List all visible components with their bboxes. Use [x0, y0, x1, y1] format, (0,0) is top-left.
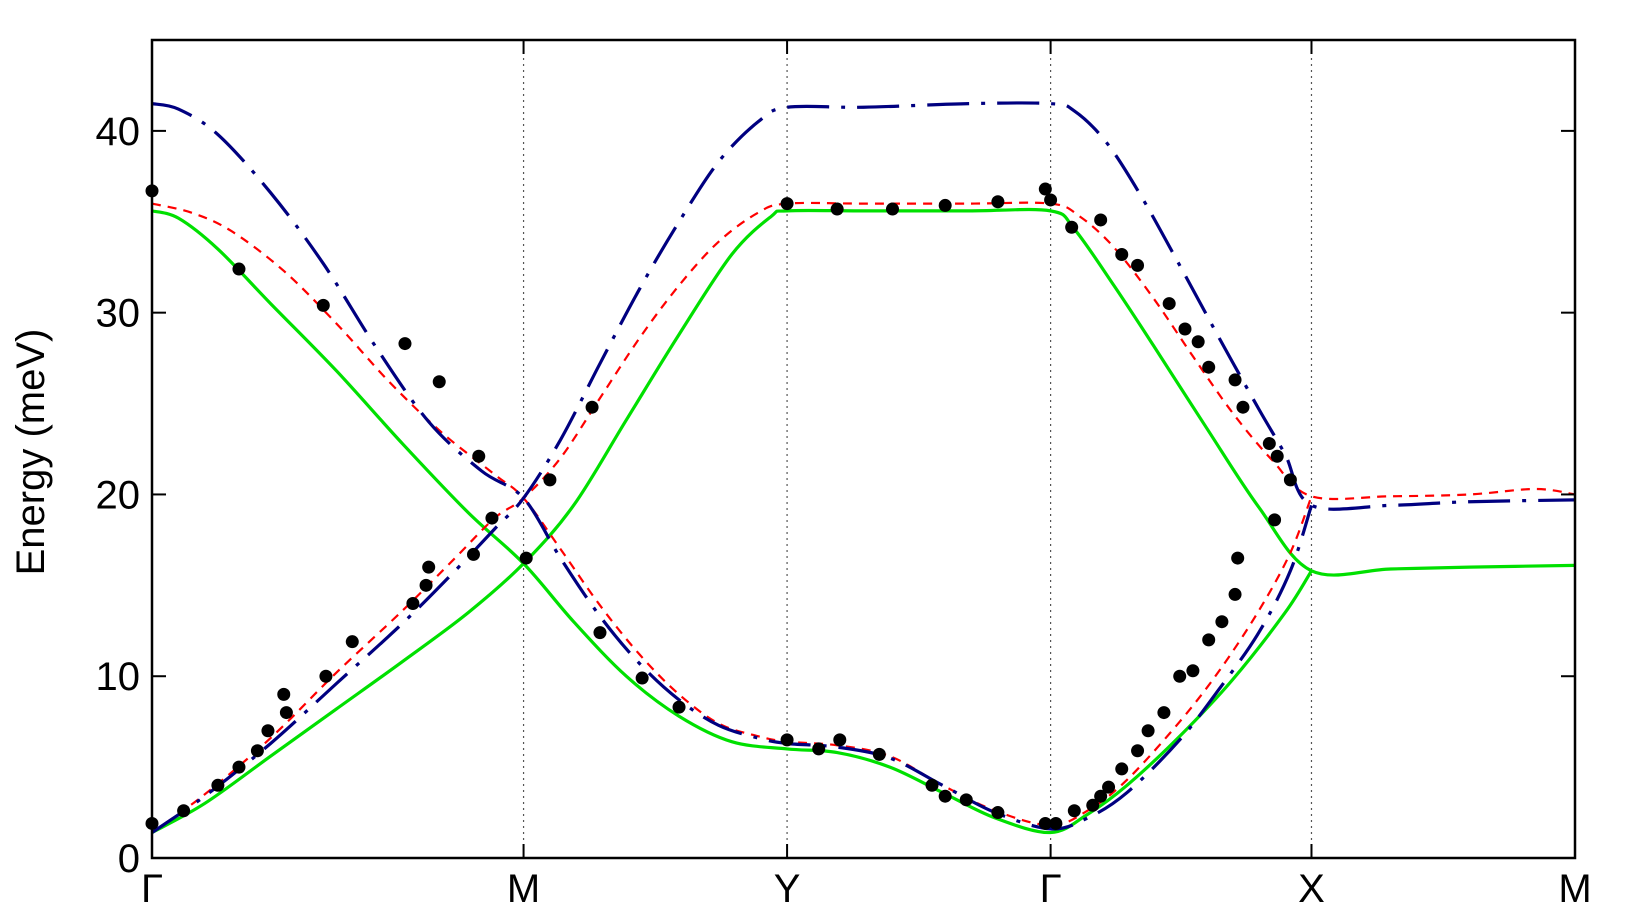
data-point: [1067, 804, 1081, 818]
series-line-dashed-3: [151, 202, 1313, 827]
y-tick-labels: 0 10 20 30 40: [96, 110, 141, 881]
series-line-dashdot-4: [151, 101, 1576, 834]
data-point: [232, 760, 246, 774]
x-tick-label-0: Γ: [141, 867, 163, 911]
data-point: [585, 400, 599, 414]
grid-lines: [522, 40, 1313, 858]
data-point: [277, 687, 291, 701]
data-point: [1202, 633, 1216, 647]
data-point: [1236, 400, 1250, 414]
data-point: [485, 511, 499, 525]
y-tick-label: 20: [96, 473, 141, 517]
data-point: [1038, 816, 1052, 830]
data-point: [406, 597, 420, 611]
data-point: [1102, 780, 1116, 794]
data-point: [1186, 664, 1200, 678]
data-point: [1094, 213, 1108, 227]
data-point: [1268, 513, 1282, 527]
series-line-dashdot-5: [151, 102, 1314, 831]
data-point: [1262, 437, 1276, 451]
data-point: [1173, 669, 1187, 683]
data-point: [1044, 193, 1058, 207]
data-point: [1038, 182, 1052, 196]
data-point: [1228, 587, 1242, 601]
data-point: [1049, 816, 1063, 830]
data-point: [211, 778, 225, 792]
data-point: [1086, 798, 1100, 812]
data-point: [991, 806, 1005, 820]
data-point: [1115, 247, 1129, 261]
data-point: [1202, 360, 1216, 374]
data-point: [780, 197, 794, 211]
data-point: [177, 804, 191, 818]
x-tick-label-4: X: [1298, 867, 1325, 911]
data-point: [1115, 762, 1129, 776]
data-point: [872, 747, 886, 761]
data-point: [938, 789, 952, 803]
data-points: [145, 182, 1297, 830]
data-point: [519, 551, 533, 565]
data-point: [672, 700, 686, 714]
data-point: [635, 671, 649, 685]
data-point: [250, 744, 264, 758]
data-point: [1178, 322, 1192, 336]
axis-ticks: [151, 40, 1576, 859]
data-point: [543, 473, 557, 487]
series-line-dashed-2: [151, 201, 1576, 834]
data-point: [885, 202, 899, 216]
y-tick-label: 40: [96, 110, 141, 154]
data-point: [812, 742, 826, 756]
data-point: [1228, 373, 1242, 387]
data-point: [279, 706, 293, 720]
y-axis-title: Energy (meV): [9, 329, 53, 576]
data-point: [1141, 724, 1155, 738]
data-point: [316, 298, 330, 312]
data-point: [1283, 473, 1297, 487]
data-point: [1270, 449, 1284, 463]
data-point: [1231, 551, 1245, 565]
data-point: [830, 202, 844, 216]
series-line-solid-1: [151, 209, 1313, 835]
data-point: [1157, 706, 1171, 720]
data-point: [422, 560, 436, 574]
y-tick-label: 10: [96, 655, 141, 699]
data-point: [398, 337, 412, 351]
data-point: [1131, 258, 1145, 272]
data-point: [419, 578, 433, 592]
data-point: [432, 375, 446, 389]
x-tick-label-2: Y: [774, 867, 801, 911]
data-point: [833, 733, 847, 747]
y-tick-label: 30: [96, 292, 141, 336]
x-tick-label-5: M: [1558, 867, 1591, 911]
data-point: [938, 198, 952, 212]
data-point: [1131, 744, 1145, 758]
data-point: [345, 635, 359, 649]
data-point: [1162, 297, 1176, 311]
data-point: [472, 449, 486, 463]
data-point: [261, 724, 275, 738]
data-point: [319, 669, 333, 683]
dispersion-curves: [151, 101, 1576, 835]
plot-frame: [150, 38, 1577, 860]
data-point: [991, 195, 1005, 209]
data-point: [232, 262, 246, 276]
data-point: [1191, 335, 1205, 349]
data-point: [1215, 615, 1229, 629]
data-point: [593, 626, 607, 640]
data-point: [1094, 789, 1108, 803]
y-tick-label: 0: [118, 837, 140, 881]
data-point: [1065, 220, 1079, 234]
x-tick-label-1: M: [507, 867, 540, 911]
x-tick-label-3: Γ: [1040, 867, 1062, 911]
data-point: [780, 733, 794, 747]
data-point: [959, 793, 973, 807]
data-point: [466, 547, 480, 561]
series-line-solid-0: [151, 207, 1576, 834]
data-point: [925, 778, 939, 792]
